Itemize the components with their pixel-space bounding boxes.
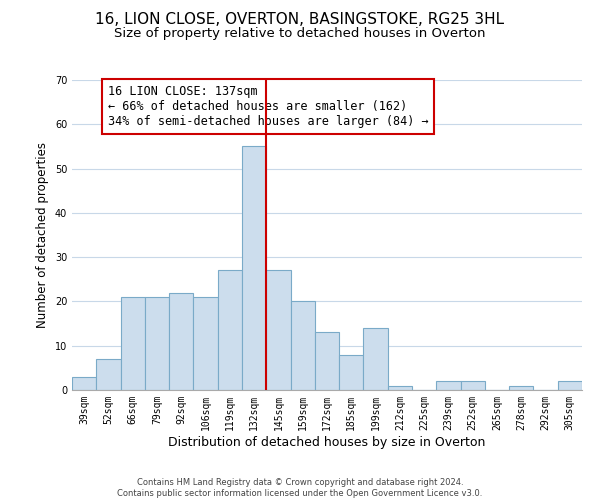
Text: Size of property relative to detached houses in Overton: Size of property relative to detached ho… — [114, 28, 486, 40]
X-axis label: Distribution of detached houses by size in Overton: Distribution of detached houses by size … — [169, 436, 485, 448]
Bar — [121, 297, 145, 390]
Bar — [266, 270, 290, 390]
Bar — [339, 354, 364, 390]
Bar — [193, 297, 218, 390]
Y-axis label: Number of detached properties: Number of detached properties — [36, 142, 49, 328]
Bar — [96, 359, 121, 390]
Text: Contains HM Land Registry data © Crown copyright and database right 2024.
Contai: Contains HM Land Registry data © Crown c… — [118, 478, 482, 498]
Bar — [290, 302, 315, 390]
Bar — [145, 297, 169, 390]
Bar — [558, 381, 582, 390]
Text: 16, LION CLOSE, OVERTON, BASINGSTOKE, RG25 3HL: 16, LION CLOSE, OVERTON, BASINGSTOKE, RG… — [95, 12, 505, 28]
Bar — [364, 328, 388, 390]
Bar — [388, 386, 412, 390]
Bar — [315, 332, 339, 390]
Bar — [169, 292, 193, 390]
Bar — [72, 376, 96, 390]
Bar — [242, 146, 266, 390]
Bar — [218, 270, 242, 390]
Bar — [436, 381, 461, 390]
Bar — [509, 386, 533, 390]
Text: 16 LION CLOSE: 137sqm
← 66% of detached houses are smaller (162)
34% of semi-det: 16 LION CLOSE: 137sqm ← 66% of detached … — [108, 84, 428, 128]
Bar — [461, 381, 485, 390]
